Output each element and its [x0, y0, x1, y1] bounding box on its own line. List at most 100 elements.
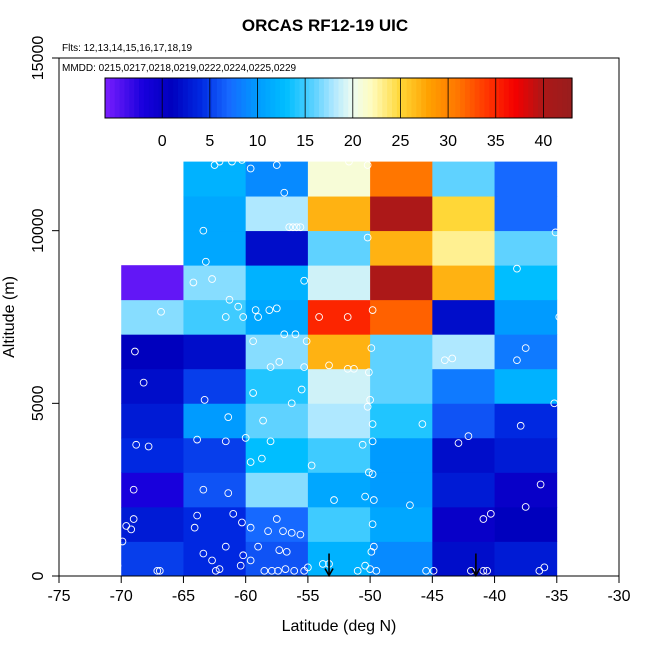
observation-point: [368, 520, 377, 529]
colorbar-swatch: [148, 78, 155, 118]
colorbar-swatch: [187, 78, 194, 118]
colorbar-swatch: [343, 78, 349, 118]
observation-point: [368, 437, 377, 446]
observation-point: [289, 223, 297, 232]
colorbar-swatch: [469, 78, 476, 118]
observation-point: [291, 330, 300, 339]
colorbar-swatch: [503, 78, 510, 118]
x-tick-label: -45: [421, 588, 444, 605]
colorbar-swatch: [163, 78, 169, 118]
observation-point: [275, 358, 284, 366]
observation-point: [345, 157, 353, 166]
colorbar-swatch: [158, 78, 164, 118]
observation-point: [418, 420, 427, 428]
colorbar-swatch: [309, 78, 315, 118]
heatmap-cell: [370, 161, 433, 197]
observation-point: [264, 527, 272, 535]
observation-point: [199, 226, 208, 235]
observation-point: [454, 439, 463, 447]
observation-point: [422, 566, 430, 575]
heatmap-cell: [432, 230, 495, 266]
heatmap-cell: [432, 437, 495, 473]
y-tick-label: 0: [30, 571, 47, 580]
heatmap-cell: [432, 265, 495, 301]
observation-point: [368, 306, 377, 314]
colorbar-tick-label: 35: [487, 133, 505, 150]
x-tick-label: -55: [296, 588, 319, 605]
observation-point: [555, 313, 564, 321]
observation-point: [221, 437, 230, 446]
heatmap-cell: [307, 299, 371, 335]
colorbar-swatch: [494, 78, 500, 118]
heatmap-cell: [307, 437, 371, 473]
colorbar-swatch: [275, 78, 281, 118]
colorbar-swatch: [338, 78, 344, 118]
colorbar-swatch: [109, 78, 116, 118]
heatmap-cell: [121, 541, 184, 577]
colorbar-swatch: [542, 78, 549, 118]
observation-point: [193, 435, 201, 444]
observation-point: [224, 489, 233, 497]
observation-point: [358, 440, 367, 449]
observation-point: [297, 385, 306, 394]
heatmap-cell: [370, 368, 433, 404]
colorbar-swatch: [153, 78, 160, 118]
observation-point: [467, 566, 475, 575]
heatmap-cell: [307, 196, 371, 232]
x-tick-label: -35: [545, 588, 568, 605]
observation-point: [296, 223, 305, 232]
heatmap-cell: [307, 230, 371, 266]
heatmap-cell: [183, 334, 247, 370]
observation-point: [343, 313, 352, 321]
observation-point: [111, 566, 119, 575]
observation-point: [131, 347, 139, 356]
heatmap-cell: [494, 472, 558, 508]
heatmap-cell: [494, 299, 558, 335]
heatmap-cell: [183, 403, 247, 439]
observation-point: [118, 537, 127, 546]
colorbar-swatch: [212, 78, 218, 118]
heatmap-cell: [307, 541, 371, 577]
observation-point: [372, 566, 381, 575]
heatmap-cells: [121, 161, 558, 577]
heatmap-cell: [183, 196, 247, 232]
observation-point: [361, 492, 369, 501]
colorbar-swatch: [197, 78, 203, 118]
colorbar-swatch: [396, 78, 403, 118]
colorbar-swatch: [289, 78, 296, 118]
colorbar-swatch: [192, 78, 199, 118]
heatmap-cell: [245, 230, 309, 266]
observation-point: [153, 566, 162, 575]
heatmap-cell: [494, 368, 558, 404]
observation-point: [366, 396, 374, 404]
observation-point: [279, 527, 287, 535]
observation-point: [368, 420, 377, 428]
observation-point: [246, 556, 255, 565]
observation-point: [281, 565, 290, 573]
heatmap-cell: [245, 196, 309, 232]
observation-point: [272, 161, 281, 169]
colorbar-swatch: [450, 78, 456, 118]
observation-point: [521, 503, 530, 511]
heatmap-cell: [432, 196, 495, 232]
colorbar-swatch: [377, 78, 383, 118]
observation-point: [234, 302, 243, 311]
observation-point: [241, 434, 250, 442]
observation-point: [155, 566, 164, 575]
colorbar-swatch: [319, 78, 325, 118]
observation-point: [274, 566, 282, 575]
colorbar-tick-label: 30: [439, 133, 457, 150]
colorbar-swatch: [387, 78, 393, 118]
colorbar-swatch: [236, 78, 242, 118]
colorbar-swatch: [464, 78, 471, 118]
chart-title: ORCAS RF12-19 UIC: [241, 16, 409, 35]
observation-point: [464, 432, 473, 440]
heatmap-cell: [121, 472, 184, 508]
colorbar-swatch: [314, 78, 320, 118]
heatmap-cell: [121, 506, 184, 542]
observation-point: [257, 454, 266, 463]
colorbar-swatch: [455, 78, 461, 118]
heatmap-cell: [370, 265, 433, 301]
colorbar-swatch: [421, 78, 427, 118]
